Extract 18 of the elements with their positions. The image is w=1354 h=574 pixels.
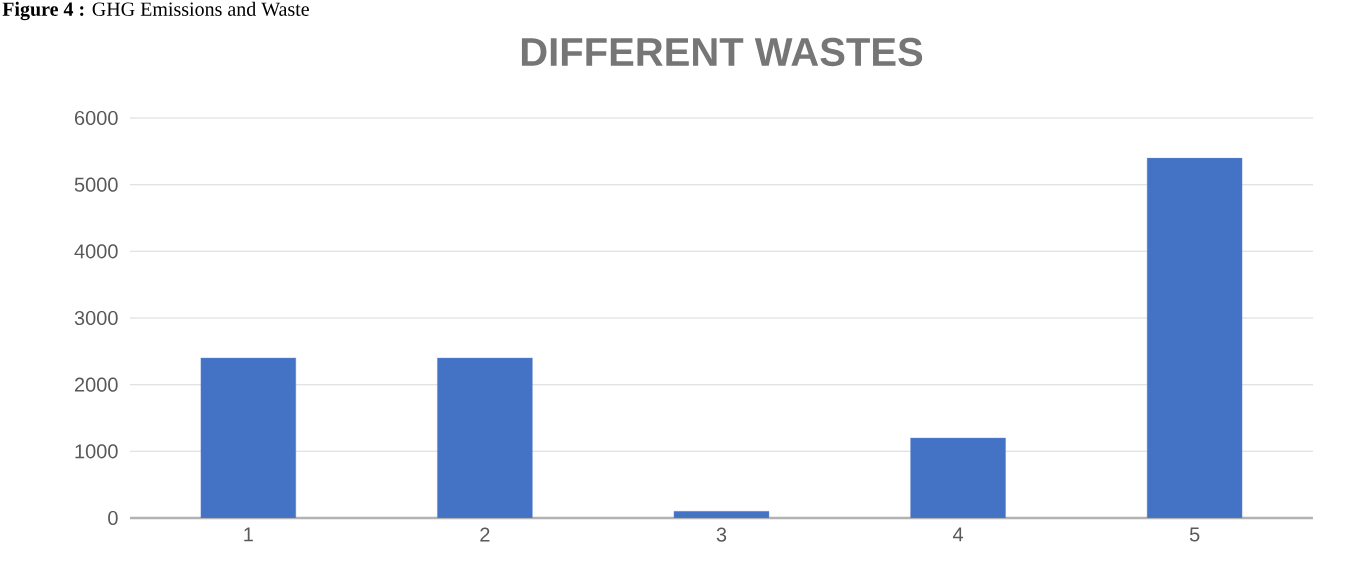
bar	[1146, 157, 1243, 518]
x-tick-label: 2	[480, 527, 490, 542]
y-tick-label: 5000	[74, 177, 118, 192]
y-tick-label: 4000	[74, 244, 118, 259]
bar	[200, 357, 296, 518]
bar	[437, 357, 533, 518]
chart-title: DIFFERENT WASTES	[521, 37, 923, 67]
bar	[910, 437, 1006, 518]
x-tick-label: 5	[1189, 527, 1200, 542]
y-tick-label: 3000	[74, 310, 118, 326]
y-tick-label: 2000	[74, 377, 118, 392]
x-tick-label: 1	[244, 527, 253, 542]
y-tick-label: 1000	[75, 444, 118, 459]
x-tick-label: 3	[716, 527, 727, 542]
y-tick-label: 6000	[75, 110, 118, 126]
x-tick-label: 4	[952, 527, 964, 542]
y-tick-label: 0	[108, 510, 118, 526]
text: Figure 4 : GHG Emissions and Waste	[2, 1, 309, 21]
